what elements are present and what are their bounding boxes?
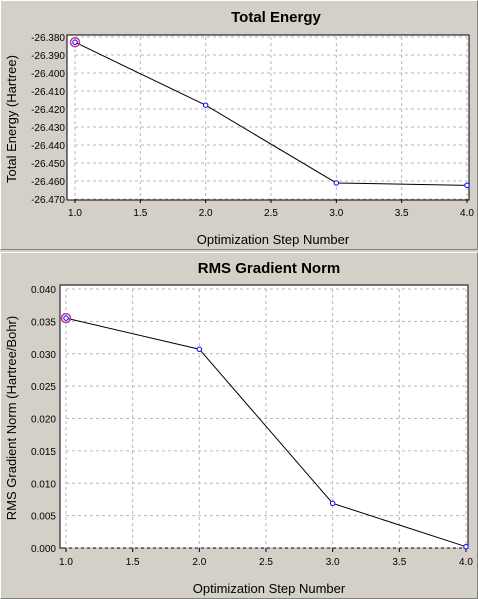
data-point[interactable] <box>196 346 203 352</box>
y-tick-label: 0.000 <box>31 544 56 555</box>
x-tick-label: 2.0 <box>192 557 206 568</box>
y-tick-label: 0.030 <box>31 350 56 361</box>
data-point[interactable] <box>463 544 469 550</box>
y-tick-label: -26.400 <box>31 69 65 80</box>
y-axis-label: RMS Gradient Norm (Hartree/Bohr) <box>4 316 19 520</box>
x-tick-label: 3.0 <box>326 557 340 568</box>
x-tick-label: 2.0 <box>199 208 213 219</box>
data-point[interactable] <box>72 39 78 45</box>
y-tick-label: 0.025 <box>31 382 56 393</box>
x-tick-label: 1.5 <box>126 557 140 568</box>
x-tick-label: 1.0 <box>59 557 73 568</box>
y-tick-label: -26.420 <box>31 105 65 116</box>
y-tick-label: 0.035 <box>31 317 56 328</box>
plot-area <box>59 284 469 549</box>
data-point[interactable] <box>464 182 470 189</box>
y-tick-label: 0.015 <box>31 447 56 458</box>
x-tick-label: 3.5 <box>392 557 406 568</box>
data-point[interactable] <box>333 180 340 186</box>
x-tick-label: 4.0 <box>459 557 473 568</box>
y-tick-label: 0.010 <box>31 479 56 490</box>
x-axis-label: Optimization Step Number <box>197 232 350 247</box>
total-energy-chart: Total Energy 1.0 1.5 2.0 2.5 3.0 3.5 4.0 -26.3… <box>4 9 474 247</box>
x-axis-label: Optimization Step Number <box>193 581 346 596</box>
rms-gradient-chart: RMS Gradient Norm 1.0 1.5 2.0 2.5 3.0 3.5 4.0 … <box>4 260 473 596</box>
y-tick-label: 0.005 <box>31 512 56 523</box>
total-energy-panel: Total Energy 1.0 1.5 2.0 2.5 3.0 3.5 4.0 -26.3… <box>0 0 478 250</box>
x-tick-label: 3.5 <box>395 208 409 219</box>
y-tick-label: -26.440 <box>31 141 65 152</box>
selected-point-marker[interactable] <box>69 36 81 48</box>
data-point[interactable] <box>63 315 69 321</box>
x-tick-label: 1.0 <box>68 208 82 219</box>
series-line <box>65 317 467 548</box>
x-tick-label: 3.0 <box>329 208 343 219</box>
data-point[interactable] <box>329 500 336 507</box>
x-tick-label: 4.0 <box>460 208 474 219</box>
chart-title: RMS Gradient Norm <box>198 260 341 277</box>
rms-gradient-panel: RMS Gradient Norm 1.0 1.5 2.0 2.5 3.0 3.5 4.0 … <box>0 252 478 599</box>
y-tick-label: -26.470 <box>31 195 65 206</box>
data-point[interactable] <box>202 102 209 108</box>
y-tick-label: -26.410 <box>31 87 65 98</box>
y-tick-label: -26.380 <box>31 33 65 44</box>
y-tick-label: 0.020 <box>31 415 56 426</box>
y-axis-label: Total Energy (Hartree) <box>4 55 19 183</box>
y-tick-label: -26.460 <box>31 177 65 188</box>
y-tick-label: -26.390 <box>31 51 65 62</box>
series-line <box>74 41 468 186</box>
y-tick-label: -26.430 <box>31 123 65 134</box>
plot-area <box>66 34 470 201</box>
y-tick-label: 0.040 <box>31 285 56 296</box>
chart-title: Total Energy <box>231 9 321 26</box>
x-tick-label: 2.5 <box>259 557 273 568</box>
selected-point-marker[interactable] <box>60 312 72 324</box>
x-tick-label: 1.5 <box>133 208 147 219</box>
x-tick-label: 2.5 <box>264 208 278 219</box>
y-tick-label: -26.450 <box>31 159 65 170</box>
